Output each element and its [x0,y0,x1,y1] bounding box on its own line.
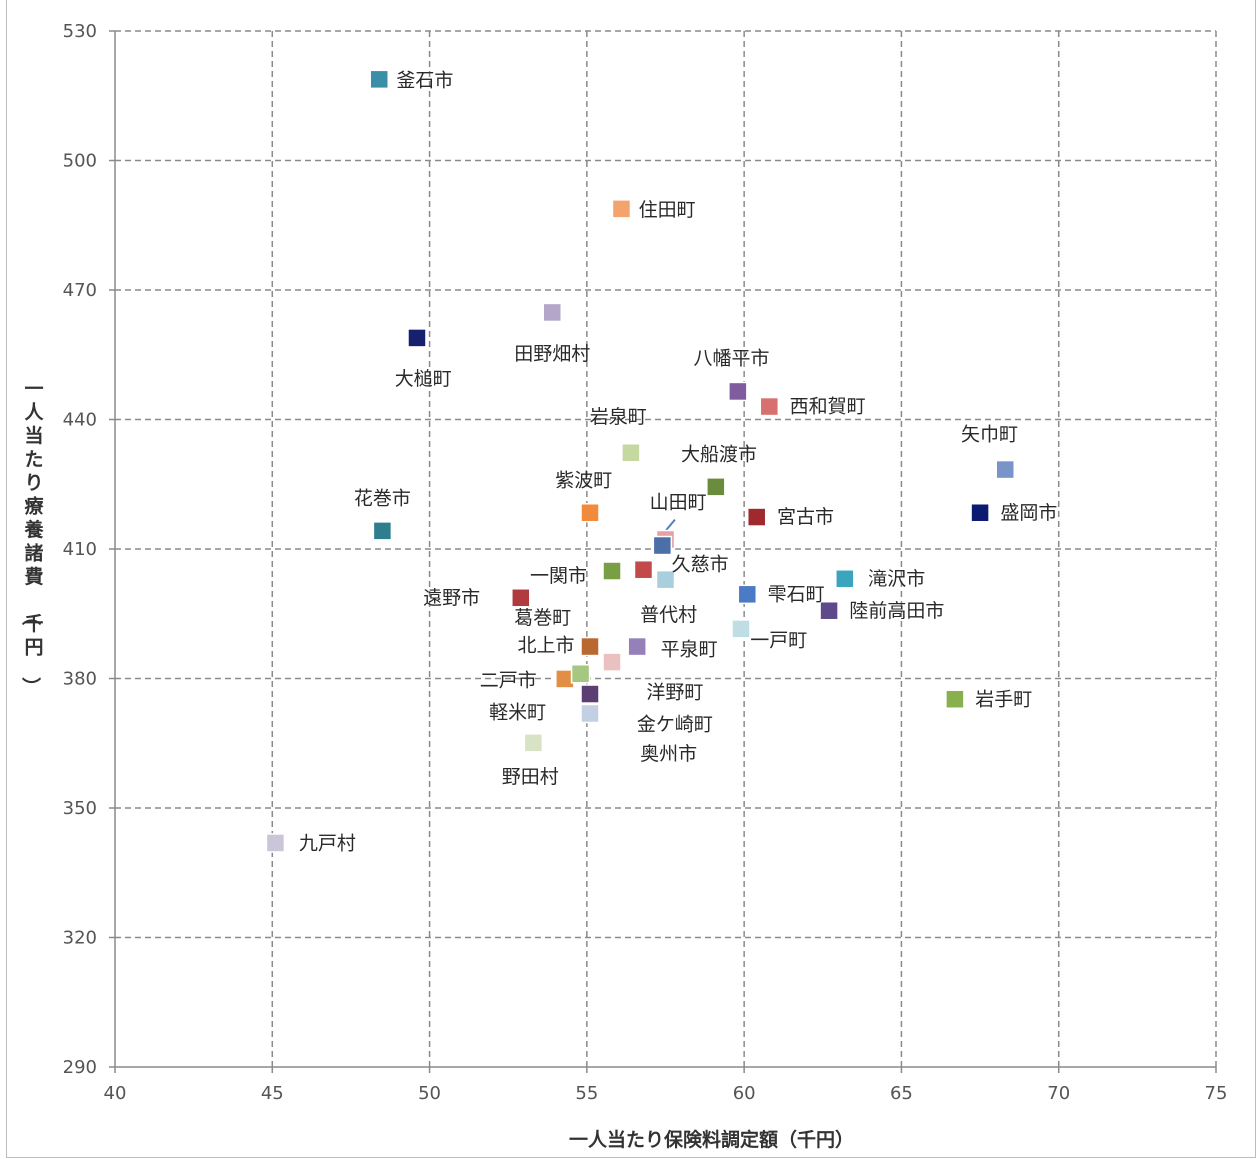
x-tick-label: 60 [733,1083,756,1104]
data-point-marker [633,559,654,580]
point-label: 九戸村 [299,833,356,855]
data-point-marker [728,381,748,402]
x-axis-title: 一人当たり保険料調定額（千円） [569,1128,854,1151]
data-point-marker [746,507,767,527]
y-tick-label: 530 [63,21,97,42]
point-label: 盛岡市 [1000,502,1057,524]
data-point-marker [523,733,544,753]
data-points [265,69,1015,853]
point-label: 普代村 [640,604,697,626]
y-tick-label: 350 [63,798,97,819]
x-tick-label: 70 [1047,1083,1070,1104]
point-label: 軽米町 [489,701,546,723]
point-label: 奥州市 [640,743,697,765]
point-label: 洋野町 [646,681,703,703]
x-tick-label: 40 [104,1083,127,1104]
data-point-marker [652,535,673,556]
data-point-marker [970,502,990,523]
y-tick-label: 470 [63,280,97,301]
data-point-marker [737,584,758,605]
point-label: 滝沢市 [868,568,925,590]
point-label: 一戸町 [750,630,807,652]
data-point-marker [995,459,1015,480]
tick-labels: 40 45 50 55 60 65 70 75 290 320 350 380 410 440 470 500… [63,21,1228,1104]
y-tick-label: 440 [63,410,97,431]
data-point-marker [372,521,393,541]
point-label: 八幡平市 [694,348,770,370]
y-axis-title: 一人当たり療養諸費（千円） [19,378,44,696]
y-tick-label: 290 [63,1057,97,1078]
data-point-marker [819,600,839,621]
x-tick-label: 50 [418,1083,441,1104]
point-label: 一関市 [530,565,587,587]
point-label: 住田町 [639,199,696,221]
y-tick-label: 320 [63,928,97,949]
data-point-marker [369,69,389,90]
data-point-marker [570,664,591,684]
y-tick-label: 410 [63,539,97,560]
y-tick-label: 500 [63,151,97,172]
data-point-marker [580,703,600,724]
data-point-marker [835,569,855,589]
x-tick-label: 45 [261,1083,284,1104]
point-label: 宮古市 [777,506,834,528]
x-tick-label: 75 [1205,1083,1228,1104]
data-point-marker [731,619,751,639]
data-point-marker [611,199,632,219]
chart-frame [6,0,1256,1158]
point-label: 田野畑村 [514,343,590,365]
data-point-marker [945,689,965,709]
point-label: 葛巻町 [514,607,571,629]
point-label: 大槌町 [395,368,452,390]
point-label: 岩手町 [975,688,1032,710]
data-point-marker [580,502,600,523]
point-label: 西和賀町 [790,396,866,418]
data-point-marker [265,833,286,853]
data-point-marker [706,477,726,497]
point-label: 二戸市 [480,669,537,691]
data-point-marker [542,302,563,323]
point-label: 釜石市 [396,69,453,91]
point-label: 遠野市 [423,587,480,609]
point-label: 北上市 [517,634,574,656]
data-point-marker [511,588,531,608]
x-tick-label: 65 [890,1083,913,1104]
point-label: 矢巾町 [961,423,1018,445]
point-label: 金ケ崎町 [637,713,713,735]
data-point-marker [580,636,600,657]
data-point-marker [407,328,427,348]
point-label: 紫波町 [555,469,612,491]
y-tick-label: 380 [63,669,97,690]
point-label: 野田村 [502,766,559,788]
point-label: 雫石町 [768,583,825,605]
point-label: 山田町 [650,492,707,514]
point-label: 陸前高田市 [849,600,944,622]
data-point-marker [627,636,647,657]
data-point-marker [655,569,676,590]
data-point-marker [602,652,622,672]
point-label: 平泉町 [661,638,718,660]
point-label: 大船渡市 [681,443,757,465]
data-point-marker [602,561,622,581]
point-label: 岩泉町 [590,406,647,428]
data-point-marker [759,396,780,417]
point-label: 花巻市 [354,487,411,509]
x-tick-label: 55 [575,1083,598,1104]
axes [109,30,1217,1073]
point-label: 久慈市 [672,554,729,576]
data-point-marker [621,442,641,463]
data-point-marker [580,684,600,704]
